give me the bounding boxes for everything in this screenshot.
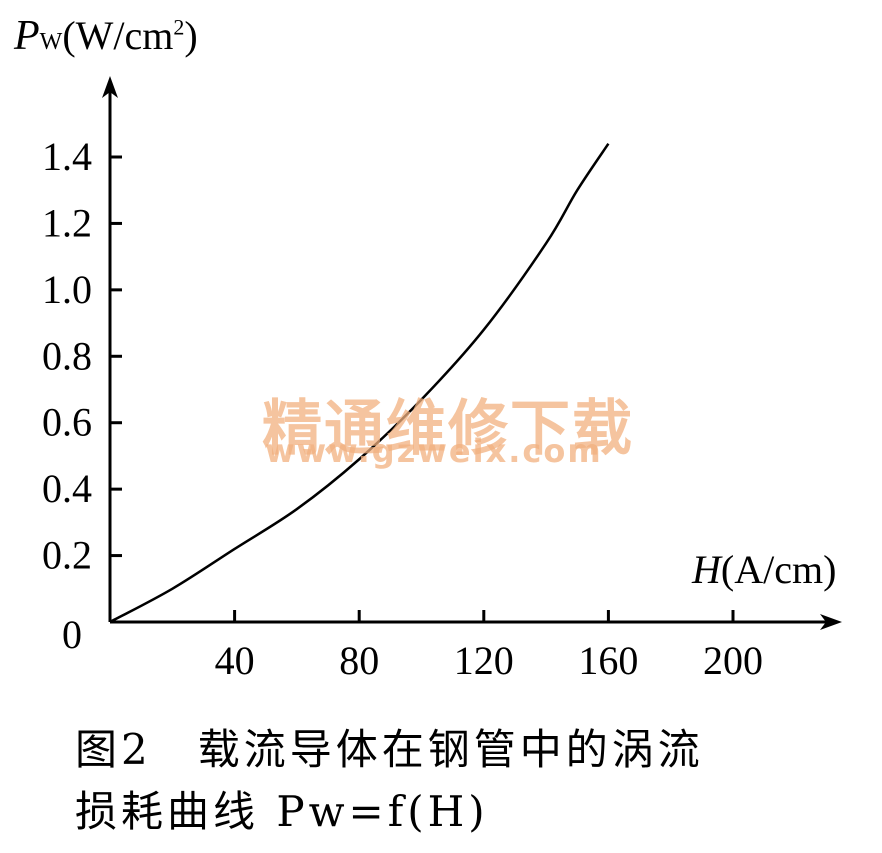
x-tick-label: 40 <box>215 638 255 683</box>
x-tick-label: 120 <box>454 638 514 683</box>
x-axis-title: H(A/cm) <box>692 547 837 592</box>
y-axis-title: PW(W/cm2) <box>14 13 198 59</box>
x-tick-label: 160 <box>578 638 638 683</box>
y-tick-label: 0 <box>62 612 82 657</box>
series-line <box>109 143 610 624</box>
axes <box>102 76 842 630</box>
y-tick-label: 1.4 <box>42 134 92 179</box>
y-tick-label: 0.4 <box>42 466 92 511</box>
caption-line2: 损耗曲线 Pw=f(H) <box>75 787 489 836</box>
y-tick-label: 1.2 <box>42 200 92 245</box>
caption-line1: 图2 载流导体在钢管中的涡流 <box>75 725 704 774</box>
ticks: 0 0.2 0.4 0.6 0.8 1.0 1.2 1.4 40 80 120 160 200 <box>42 134 763 683</box>
y-tick-label: 0.2 <box>42 533 92 578</box>
y-tick-label: 1.0 <box>42 267 92 312</box>
watermark-line1: 精通维修下载 <box>262 394 634 464</box>
series <box>109 143 610 624</box>
y-tick-label: 0.8 <box>42 333 92 378</box>
watermark-line2: www.gzweix.com <box>265 432 603 470</box>
x-tick-label: 200 <box>703 638 763 683</box>
x-tick-label: 80 <box>339 638 379 683</box>
x-axis-arrow <box>820 614 842 630</box>
y-axis-arrow <box>102 76 118 98</box>
y-tick-label: 0.6 <box>42 400 92 445</box>
